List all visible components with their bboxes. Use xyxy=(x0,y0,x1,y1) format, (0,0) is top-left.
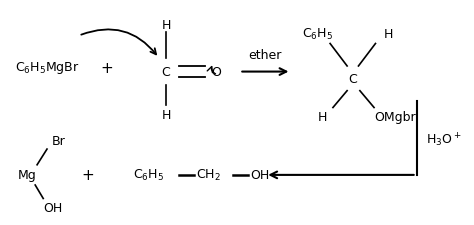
Text: +: + xyxy=(82,168,94,182)
Text: C$_6$H$_5$MgBr: C$_6$H$_5$MgBr xyxy=(15,60,80,76)
Text: H: H xyxy=(162,108,171,121)
Text: H: H xyxy=(162,19,171,32)
Text: ether: ether xyxy=(249,49,282,62)
Text: O: O xyxy=(211,66,221,79)
Text: H: H xyxy=(318,110,327,124)
Text: C$_6$H$_5$: C$_6$H$_5$ xyxy=(302,27,333,42)
Text: OMgbr: OMgbr xyxy=(374,110,416,124)
Text: +: + xyxy=(100,60,113,75)
Text: OH: OH xyxy=(43,201,62,214)
Text: CH$_2$: CH$_2$ xyxy=(196,168,221,183)
Text: OH: OH xyxy=(250,169,269,182)
Text: Mg: Mg xyxy=(18,169,36,182)
Text: C: C xyxy=(348,72,357,86)
Text: Br: Br xyxy=(52,134,66,147)
Text: C$_6$H$_5$: C$_6$H$_5$ xyxy=(133,168,164,183)
Text: H: H xyxy=(383,28,393,41)
Text: H$_3$O$^+$: H$_3$O$^+$ xyxy=(426,131,462,148)
Text: C: C xyxy=(162,66,171,79)
